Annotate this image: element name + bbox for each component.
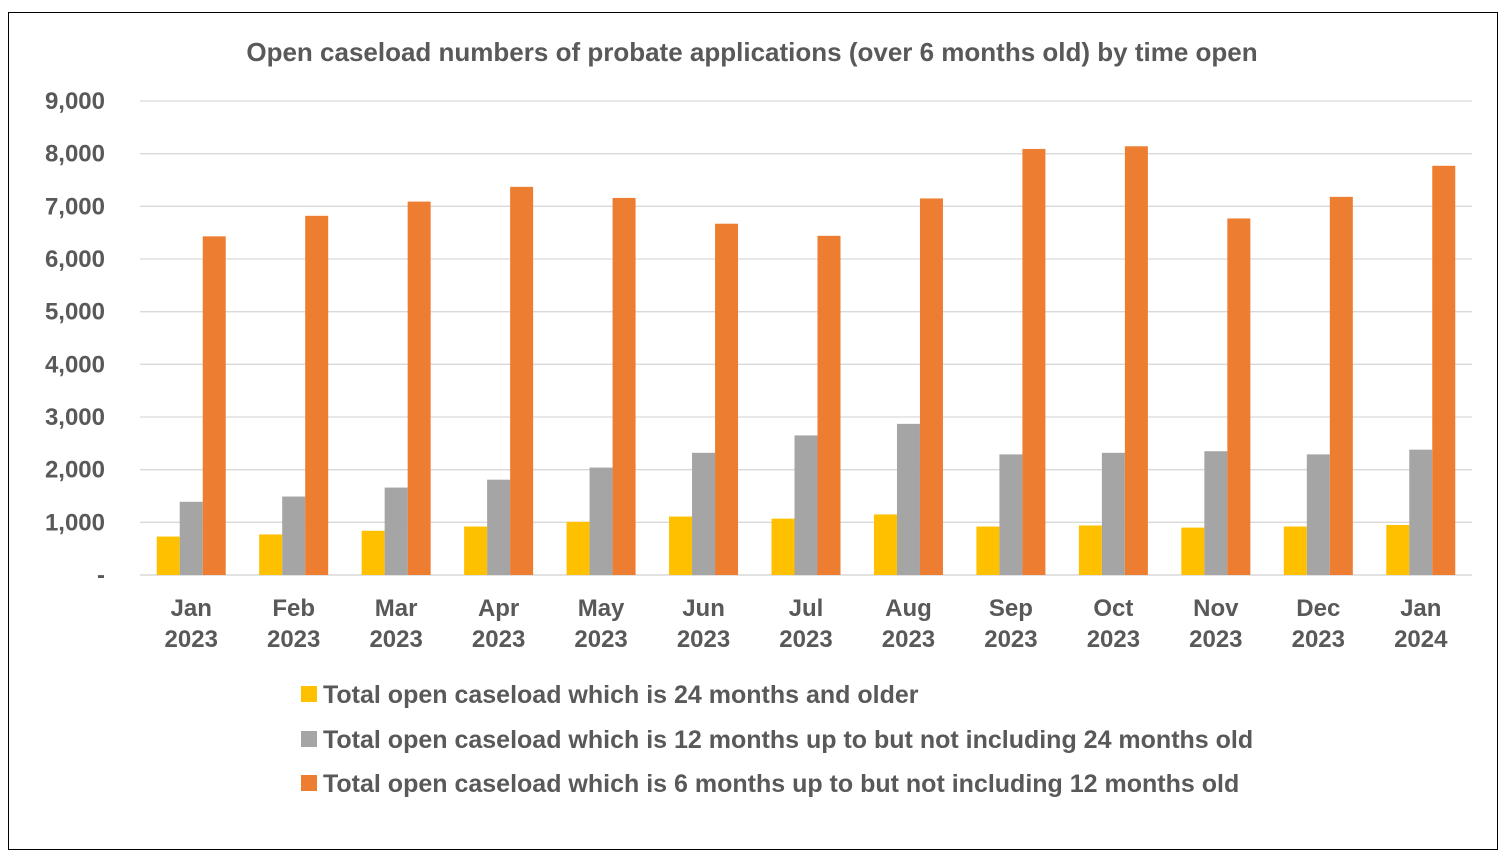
bar <box>1204 451 1228 575</box>
bar <box>692 452 716 575</box>
y-tick-label: 4,000 <box>45 351 105 378</box>
bar <box>1181 527 1205 575</box>
bar <box>1078 525 1102 575</box>
x-tick-label-year: 2023 <box>1292 626 1345 653</box>
x-tick-label-month: Feb <box>272 595 315 622</box>
y-tick-label: 7,000 <box>45 193 105 220</box>
x-tick-label-month: Jun <box>682 595 725 622</box>
bar <box>1022 148 1046 575</box>
bar <box>510 186 534 575</box>
bars <box>156 146 1456 576</box>
bar <box>817 235 841 575</box>
bar <box>669 516 693 575</box>
bar <box>715 223 739 576</box>
bar <box>896 423 920 575</box>
y-tick-label: 2,000 <box>45 457 105 484</box>
x-tick-label-month: Oct <box>1093 595 1133 622</box>
y-tick-label: 8,000 <box>45 141 105 168</box>
bar <box>361 530 385 575</box>
x-tick-label-year: 2024 <box>1394 626 1448 653</box>
bar <box>976 526 1000 575</box>
bar <box>1409 449 1433 575</box>
x-tick-label-month: Sep <box>989 595 1033 622</box>
y-tick-label: 9,000 <box>45 88 105 115</box>
bar <box>487 479 511 575</box>
bar <box>1227 218 1251 576</box>
legend-swatch <box>301 775 317 791</box>
bar <box>179 501 203 575</box>
bar <box>464 526 488 575</box>
y-tick-label: 1,000 <box>45 509 105 536</box>
bar <box>794 435 818 575</box>
bar <box>305 215 329 575</box>
bar <box>589 467 613 575</box>
bar <box>612 197 636 575</box>
y-tick-label: - <box>97 562 105 589</box>
x-tick-label-year: 2023 <box>165 626 218 653</box>
bar <box>282 496 306 575</box>
bar <box>1432 165 1456 575</box>
x-tick-label-month: Apr <box>478 595 519 622</box>
y-tick-label: 3,000 <box>45 404 105 431</box>
bar <box>1386 524 1410 575</box>
bar <box>1124 146 1148 575</box>
chart-title: Open caseload numbers of probate applica… <box>246 37 1257 67</box>
x-tick-label-year: 2023 <box>779 626 832 653</box>
y-tick-label: 5,000 <box>45 299 105 326</box>
x-tick-label-month: May <box>578 595 625 622</box>
bar <box>407 201 431 576</box>
bar <box>156 536 180 575</box>
x-tick-label-year: 2023 <box>882 626 935 653</box>
x-tick-label-year: 2023 <box>574 626 627 653</box>
bar <box>1283 526 1307 575</box>
x-tick-label-year: 2023 <box>1189 626 1242 653</box>
legend-entry: Total open caseload which is 24 months a… <box>323 681 919 709</box>
x-tick-label-month: Jul <box>789 595 824 622</box>
x-tick-label-month: Aug <box>885 595 932 622</box>
bar <box>202 236 226 575</box>
x-tick-label-year: 2023 <box>267 626 320 653</box>
legend: Total open caseload which is 24 months a… <box>301 681 1253 798</box>
x-tick-label-month: Dec <box>1296 595 1340 622</box>
legend-entry: Total open caseload which is 6 months up… <box>323 770 1239 798</box>
y-axis: - 1,000 2,000 3,000 4,000 5,000 6,000 7,000 8,00… <box>45 88 105 589</box>
y-tick-label: 6,000 <box>45 246 105 273</box>
x-tick-label-year: 2023 <box>1087 626 1140 653</box>
bar <box>384 487 408 575</box>
x-tick-label-year: 2023 <box>677 626 730 653</box>
x-tick-label-year: 2023 <box>369 626 422 653</box>
bar <box>999 454 1023 575</box>
x-tick-label-month: Mar <box>375 595 418 622</box>
bar <box>259 534 283 575</box>
x-axis: Jan 2023 Feb 2023 Mar 2023 Apr 2023 May 2023 Jun 20… <box>165 595 1449 653</box>
x-tick-label-year: 2023 <box>472 626 525 653</box>
legend-swatch <box>301 731 317 747</box>
bar <box>919 198 943 575</box>
bar <box>1101 452 1125 575</box>
bar <box>1329 196 1353 575</box>
bar <box>1306 454 1330 575</box>
bar <box>566 521 590 575</box>
x-tick-label-month: Jan <box>1400 595 1441 622</box>
bar <box>771 518 795 575</box>
x-tick-label-month: Nov <box>1193 595 1239 622</box>
bar <box>873 514 897 575</box>
legend-swatch <box>301 686 317 702</box>
x-tick-label-year: 2023 <box>984 626 1037 653</box>
x-tick-label-month: Jan <box>171 595 212 622</box>
legend-entry: Total open caseload which is 12 months u… <box>323 726 1253 754</box>
